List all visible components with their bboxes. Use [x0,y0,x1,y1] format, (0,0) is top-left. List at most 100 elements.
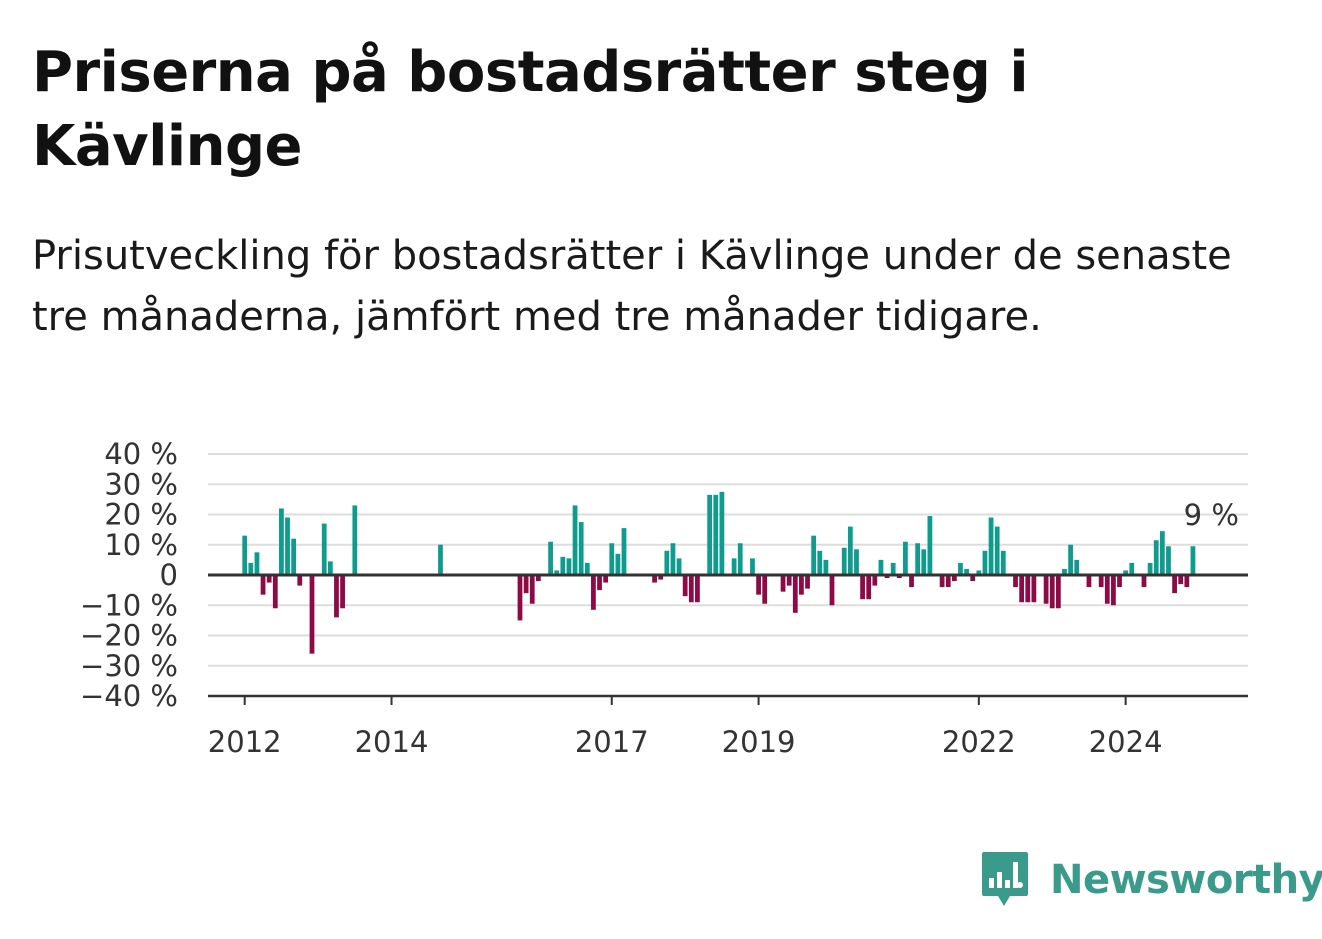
y-tick-label: 0 [160,558,178,592]
newsworthy-logo: Newsworthy [980,850,1322,910]
bar [254,552,260,575]
bar [1049,575,1055,609]
bar [1123,570,1129,575]
bar [652,575,657,583]
annotations: 9 % [1184,498,1239,532]
bar [1166,546,1171,575]
bar [1190,546,1196,575]
bar [285,517,290,575]
bar [976,570,982,575]
bar [988,517,994,575]
bar [1098,575,1104,588]
bar [805,575,810,589]
bar [1068,544,1073,575]
bar [731,558,737,575]
bar [1000,550,1006,575]
bar [878,559,884,576]
bar [584,562,590,575]
bar [523,575,529,594]
x-tick-label: 2012 [208,725,282,759]
bar [890,562,896,575]
bar [786,575,792,586]
bar [1062,568,1067,575]
bar [792,575,798,613]
y-axis-labels: 40 %30 %20 %10 %0−10 %−20 %−30 %−40 % [80,437,178,713]
bar [1172,575,1177,594]
bar [615,553,621,575]
y-tick-label: 40 % [104,437,178,471]
bar [297,575,303,586]
bar [438,544,443,575]
bar [737,543,743,575]
bar [994,526,1000,575]
bar [566,558,572,575]
bar [334,575,339,618]
bar [664,550,670,575]
bar [591,575,596,610]
bar [756,575,761,595]
y-tick-label: 30 % [104,467,178,501]
bar [945,575,951,588]
bar [517,575,523,621]
bar [854,549,859,575]
x-tick-label: 2019 [722,725,796,759]
bar [248,562,254,575]
bar [242,535,248,575]
x-tick-label: 2022 [942,725,1016,759]
bar [829,575,835,606]
bar [927,516,933,575]
bar [707,494,713,575]
bar [799,575,804,595]
bar [609,543,615,575]
bar [1019,575,1025,603]
bar [352,505,358,575]
x-tick-label: 2014 [355,725,429,759]
bar [1104,575,1110,604]
grid-lines [208,453,1248,667]
chart-subtitle: Prisutveckling för bostadsrätter i Kävli… [32,233,1232,340]
bar [340,575,345,609]
y-tick-label: −30 % [80,649,178,683]
bar [823,559,829,576]
bar [970,575,976,582]
bar [548,541,553,575]
bar [847,526,853,575]
bar [1184,575,1190,588]
bar [260,575,266,595]
bar [921,549,927,575]
bar [1025,575,1031,603]
bar [884,575,890,579]
bar [762,575,768,604]
x-tick-label: 2024 [1089,725,1163,759]
bar [535,575,541,582]
bar [860,575,865,600]
bar [841,547,847,575]
bar [915,543,921,575]
bar [1153,540,1159,575]
bar [1055,575,1061,609]
bar [964,568,969,575]
x-axis-labels: 2012 2014 2017 2019 2022 2024 [208,725,1163,759]
bar [811,535,817,575]
bar [1147,562,1153,575]
bar [554,570,560,575]
bar [688,575,694,603]
bar [719,491,725,575]
y-tick-label: −20 % [80,619,178,653]
bar [578,522,584,575]
bar [621,528,627,575]
bar [817,550,823,575]
bar [713,494,719,575]
chart-title: Priserna på bostadsrätter steg i Kävling… [32,40,1029,179]
bar [272,575,278,609]
bar [603,575,609,583]
bar [958,562,963,575]
bar [903,541,908,575]
bar [1031,575,1037,603]
bars [242,491,1196,654]
y-tick-label: −40 % [80,679,178,713]
latest-value-label: 9 % [1184,498,1239,532]
bar [1159,531,1165,575]
bar [1129,562,1135,575]
bar [321,523,327,575]
